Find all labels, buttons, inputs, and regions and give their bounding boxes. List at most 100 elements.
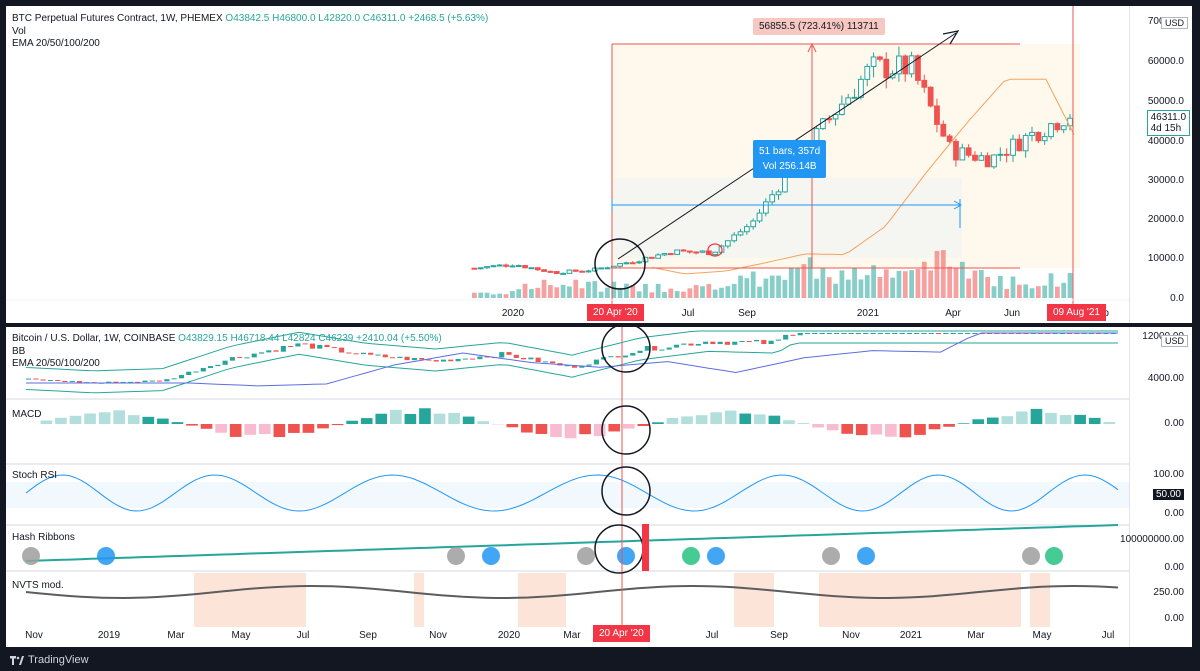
top-chart-canvas[interactable]	[6, 6, 1192, 323]
macd-bar	[477, 421, 490, 424]
volume-bar	[579, 288, 585, 298]
candle-body	[477, 356, 483, 360]
volume-bar	[516, 289, 522, 298]
candle-body	[448, 359, 454, 362]
hash-signal-dot	[857, 547, 875, 565]
bottom-xtick: Sep	[770, 630, 788, 641]
volume-bar	[522, 283, 528, 298]
bb-lower	[25, 342, 1118, 394]
bottom-chart-panel[interactable]: Bitcoin / U.S. Dollar, 1W, COINBASE O438…	[6, 327, 1192, 647]
candle-body	[120, 381, 126, 384]
bottom-indicator-bb[interactable]: BB	[12, 346, 26, 357]
candle-body	[295, 343, 301, 347]
range-bars: 51 bars, 357d	[759, 146, 821, 157]
macd-bar	[1045, 412, 1057, 424]
macd-pane-label[interactable]: MACD	[12, 409, 42, 420]
bottom-indicator-ema[interactable]: EMA 20/50/100/200	[12, 358, 100, 369]
date-range-measure-box[interactable]: 51 bars, 357d Vol 256.14B	[753, 140, 827, 178]
candle-body	[946, 135, 953, 142]
candle-body	[40, 379, 46, 381]
volume-bar	[814, 278, 819, 298]
volume-bar	[1054, 286, 1060, 298]
candle-body	[251, 353, 257, 358]
candle-body	[579, 365, 585, 368]
candle-body	[477, 267, 484, 270]
volume-bar	[890, 277, 895, 298]
candle-body	[471, 267, 478, 270]
volume-bar	[605, 287, 610, 298]
macd-bar	[855, 424, 868, 436]
candle-body	[783, 334, 789, 340]
volume-bar	[472, 292, 477, 298]
stoch-pane-label[interactable]: Stoch RSI	[12, 470, 58, 481]
candle-body	[746, 341, 752, 343]
bottom-price-axis[interactable]: 12000.00 4000.00 0.00 100.00 50.00 0.00 …	[1120, 327, 1192, 647]
macd-bar	[40, 420, 53, 424]
candle-body	[957, 333, 963, 334]
candle-body	[62, 381, 68, 383]
volume-bar	[1023, 284, 1029, 298]
candle-body	[908, 55, 915, 75]
candle-body	[484, 356, 490, 358]
volume-bar	[864, 275, 870, 298]
top-xtick: 2021	[856, 308, 880, 319]
top-chart-header: BTC Perpetual Futures Contract, 1W, PHEM…	[12, 13, 488, 24]
hash-pane-label[interactable]: Hash Ribbons	[12, 532, 75, 543]
top-price-axis[interactable]: 70000.0 60000.0 50000.0 40000.0 30000.0 …	[1129, 6, 1192, 323]
volume-bar	[719, 287, 724, 298]
top-chart-panel[interactable]: BTC Perpetual Futures Contract, 1W, PHEM…	[6, 6, 1192, 323]
macd-bar	[317, 424, 329, 429]
nvts-pane-label[interactable]: NVTS mod.	[12, 580, 64, 591]
top-indicator-vol[interactable]: Vol	[12, 26, 26, 37]
macd-bar	[914, 424, 926, 435]
candle-body	[877, 56, 883, 60]
top-indicator-ema[interactable]: EMA 20/50/100/200	[12, 38, 100, 49]
candle-body	[113, 381, 119, 384]
candle-body	[229, 357, 235, 361]
bottom-xtick: Jul	[705, 630, 719, 641]
hash-ytick: 100000000.00	[1120, 534, 1184, 545]
macd-bar	[157, 418, 169, 424]
circle-marker	[594, 524, 644, 574]
bottom-chart-canvas[interactable]	[6, 327, 1192, 647]
top-ytick: 60000.0	[1147, 56, 1184, 67]
price-range-measure-label[interactable]: 56855.5 (723.41%) 113711	[753, 18, 885, 35]
macd-bar	[84, 413, 96, 424]
candle-body	[566, 269, 573, 274]
candle-body	[762, 201, 769, 214]
bottom-xtick: Jul	[296, 630, 310, 641]
candle-body	[750, 220, 757, 228]
candle-body	[680, 249, 687, 252]
volume-bar	[896, 270, 902, 298]
volume-bar	[934, 250, 940, 298]
candle-body	[273, 350, 279, 352]
candle-body	[186, 371, 192, 376]
candle-body	[674, 249, 681, 255]
macd-bar	[1030, 408, 1043, 424]
trend-arrow-head	[942, 30, 960, 45]
volume-bar	[503, 294, 509, 298]
candle-body	[906, 333, 912, 334]
top-xtick: Jul	[681, 308, 695, 319]
candle-body	[936, 333, 942, 334]
volume-bar	[529, 289, 534, 298]
stoch-ytick: 100.00	[1153, 469, 1184, 480]
volume-bar	[883, 269, 889, 298]
volume-bar	[928, 270, 934, 298]
macd-bar	[229, 424, 242, 437]
macd-bar	[870, 424, 883, 435]
volume-bar	[725, 286, 731, 298]
candle-body	[266, 350, 272, 353]
macd-bar	[390, 409, 402, 424]
bottom-currency-badge[interactable]: USD	[1160, 335, 1188, 347]
candle-body	[542, 361, 548, 363]
macd-bar	[972, 419, 985, 424]
top-currency-badge[interactable]: USD	[1160, 17, 1188, 29]
volume-bar	[978, 270, 984, 298]
candle-body	[484, 266, 490, 269]
candle-body	[724, 240, 731, 247]
volume-bar	[839, 270, 845, 298]
candle-body	[164, 379, 170, 382]
top-ytick: 0.0	[1170, 293, 1184, 304]
macd-bar	[783, 420, 795, 424]
